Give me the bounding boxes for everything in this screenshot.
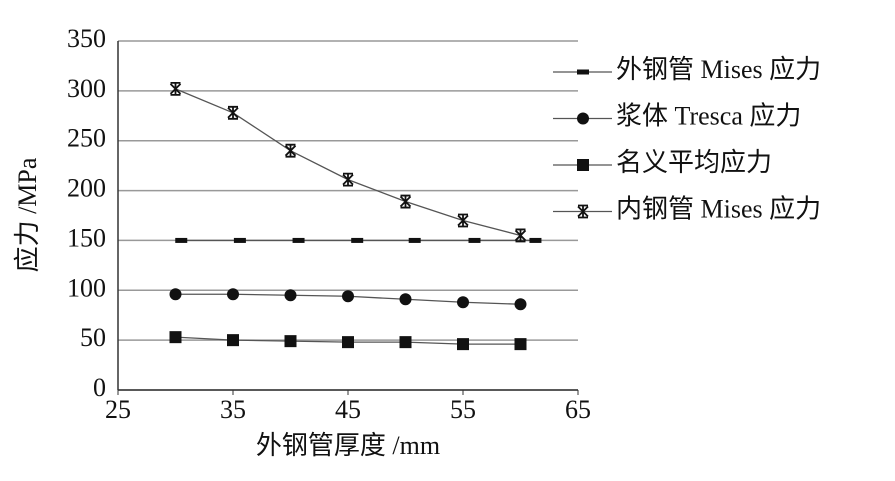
x-tick-label: 55	[450, 395, 476, 424]
marker	[468, 237, 481, 243]
marker	[577, 112, 589, 125]
marker	[227, 288, 239, 301]
marker	[169, 81, 182, 96]
marker	[577, 69, 589, 75]
marker	[577, 204, 589, 219]
marker	[227, 105, 239, 120]
marker	[514, 338, 527, 351]
x-axis-label: 外钢管厚度 /mm	[256, 431, 440, 460]
x-tick-label: 65	[565, 395, 591, 424]
legend-label: 外钢管 Mises 应力	[616, 55, 821, 84]
marker	[457, 338, 469, 351]
y-tick-label: 200	[67, 174, 106, 203]
marker	[169, 288, 182, 301]
marker	[577, 159, 589, 171]
y-tick-label: 300	[67, 74, 106, 103]
marker	[529, 237, 542, 243]
x-tick-label: 25	[105, 395, 131, 424]
y-tick-label: 150	[67, 223, 106, 252]
marker	[457, 296, 469, 309]
marker	[227, 334, 239, 347]
marker	[169, 331, 182, 344]
marker	[351, 237, 364, 243]
marker	[342, 336, 354, 349]
y-tick-label: 250	[67, 124, 106, 153]
marker	[514, 298, 527, 311]
legend-label: 名义平均应力	[616, 148, 772, 177]
marker	[284, 143, 297, 158]
marker	[342, 172, 354, 187]
series-line	[175, 88, 521, 237]
marker	[514, 228, 527, 243]
marker	[233, 237, 246, 243]
marker	[457, 213, 469, 228]
marker	[292, 237, 305, 243]
y-axis-label: 应力 /MPa	[13, 157, 42, 272]
marker	[175, 237, 188, 243]
marker	[399, 194, 412, 209]
marker	[284, 289, 297, 302]
legend-label: 内钢管 Mises 应力	[616, 194, 821, 223]
marker	[284, 335, 297, 348]
x-tick-label: 35	[220, 395, 246, 424]
y-tick-label: 0	[93, 373, 106, 402]
y-tick-label: 350	[67, 24, 106, 53]
y-tick-label: 100	[67, 273, 106, 302]
legend-label: 浆体 Tresca 应力	[616, 101, 801, 130]
marker	[399, 336, 412, 349]
x-tick-label: 45	[335, 395, 361, 424]
marker	[342, 290, 354, 303]
marker	[408, 237, 421, 243]
marker	[399, 293, 412, 306]
y-tick-label: 50	[80, 323, 106, 352]
